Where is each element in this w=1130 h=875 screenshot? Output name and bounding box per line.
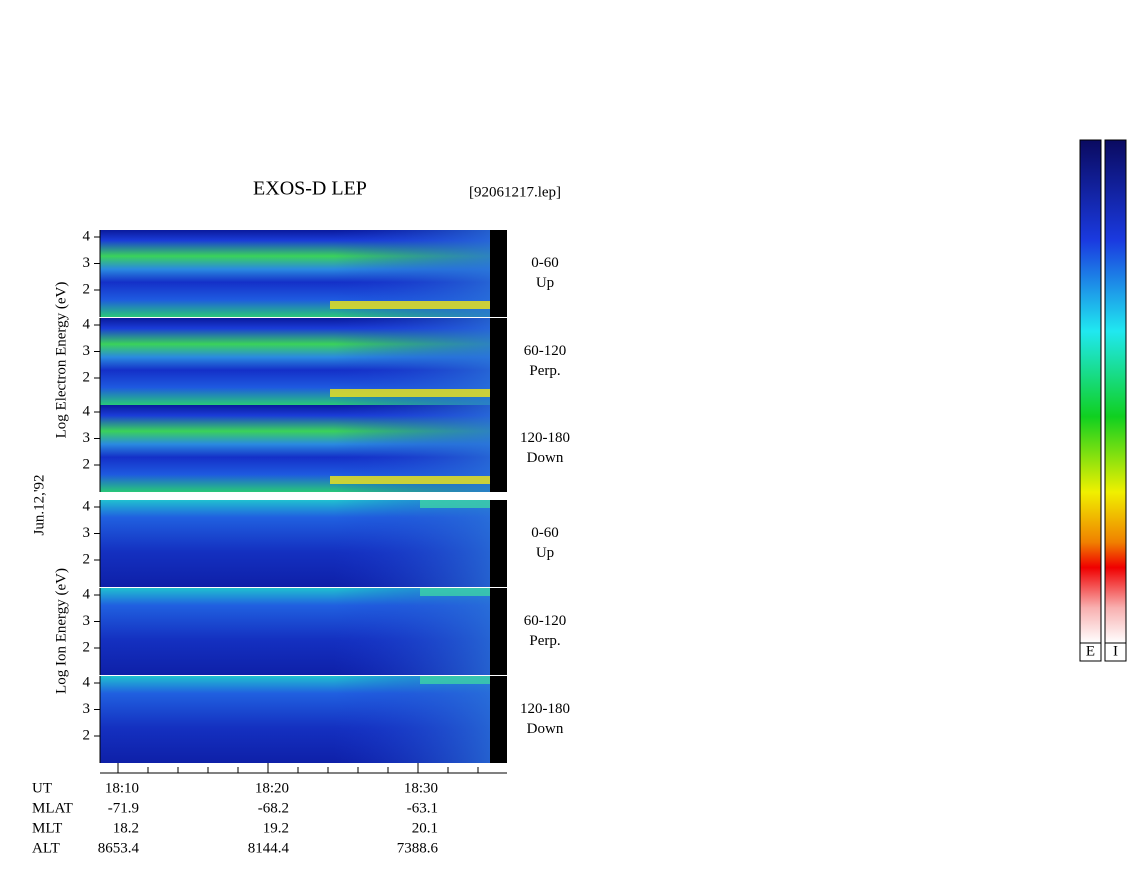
y-tick-label: 4 — [83, 316, 91, 332]
file-name: [92061217.lep] — [469, 184, 561, 200]
y-tick-label: 2 — [83, 727, 91, 743]
row-value: 18:10 — [105, 780, 139, 796]
direction: Down — [527, 450, 564, 466]
y-tick-label: 3 — [83, 255, 91, 271]
color-bar — [1079, 139, 1102, 644]
row-value: 7388.6 — [397, 840, 439, 856]
y-tick-label: 3 — [83, 525, 91, 541]
flux-band — [330, 301, 490, 309]
flux-band — [330, 389, 490, 397]
pitch-angle: 120-180 — [520, 701, 570, 717]
flux-band — [420, 500, 490, 508]
spectrogram-shade — [100, 676, 490, 763]
y-tick-label: 4 — [83, 228, 91, 244]
pitch-angle: 120-180 — [520, 430, 570, 446]
direction: Perp. — [529, 363, 560, 379]
y-tick-label: 3 — [83, 701, 91, 717]
row-value: 8144.4 — [248, 840, 290, 856]
y-tick-label: 2 — [83, 551, 91, 567]
direction: Up — [536, 545, 554, 561]
y-tick-label: 4 — [83, 674, 91, 690]
y-tick-label: 3 — [83, 430, 91, 446]
row-value: -71.9 — [108, 800, 139, 816]
direction: Perp. — [529, 633, 560, 649]
row-label: UT — [32, 780, 52, 796]
data-gap — [490, 676, 507, 763]
electron-axis-label: Log Electron Energy (eV) — [53, 282, 69, 439]
date-label: Jun.12,'92 — [31, 474, 47, 535]
y-tick-label: 3 — [83, 343, 91, 359]
spectrogram-shade — [100, 500, 490, 587]
color-bar-label: I — [1113, 643, 1118, 659]
data-gap — [490, 230, 507, 317]
spectrogram-shade — [100, 588, 490, 675]
flux-band — [420, 676, 490, 684]
y-tick-label: 4 — [83, 498, 91, 514]
color-bar-label: E — [1086, 643, 1095, 659]
title: EXOS-D LEP — [253, 178, 367, 200]
row-value: 19.2 — [263, 820, 289, 836]
y-tick-label: 4 — [83, 403, 91, 419]
pitch-angle: 0-60 — [531, 525, 559, 541]
y-tick-label: 3 — [83, 613, 91, 629]
row-value: 18.2 — [113, 820, 139, 836]
row-label: ALT — [32, 840, 60, 856]
y-tick-label: 2 — [83, 456, 91, 472]
y-tick-label: 2 — [83, 369, 91, 385]
color-bar-label-box — [1104, 642, 1127, 662]
direction: Up — [536, 275, 554, 291]
row-value: 18:30 — [404, 780, 438, 796]
row-value: -63.1 — [407, 800, 438, 816]
data-gap — [490, 500, 507, 587]
color-bar — [1104, 139, 1127, 644]
row-value: 8653.4 — [98, 840, 140, 856]
flux-band — [330, 476, 490, 484]
ion-axis-label: Log Ion Energy (eV) — [53, 568, 69, 694]
row-value: -68.2 — [258, 800, 289, 816]
data-gap — [490, 588, 507, 675]
row-value: 20.1 — [412, 820, 438, 836]
data-gap — [490, 318, 507, 405]
pitch-angle: 60-120 — [524, 613, 567, 629]
color-bar-label-box — [1079, 642, 1102, 662]
row-value: 18:20 — [255, 780, 289, 796]
flux-band — [420, 588, 490, 596]
data-gap — [490, 405, 507, 492]
y-tick-label: 2 — [83, 281, 91, 297]
direction: Down — [527, 721, 564, 737]
row-label: MLT — [32, 820, 62, 836]
pitch-angle: 60-120 — [524, 343, 567, 359]
pitch-angle: 0-60 — [531, 255, 559, 271]
row-label: MLAT — [32, 800, 73, 816]
y-tick-label: 4 — [83, 586, 91, 602]
y-tick-label: 2 — [83, 639, 91, 655]
